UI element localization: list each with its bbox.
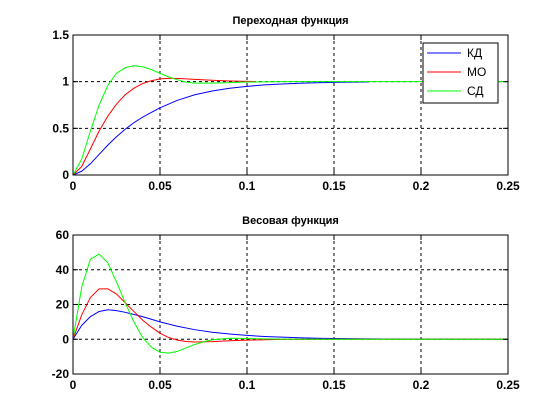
legend-label-2: МО xyxy=(467,65,486,79)
y-tick-label: 1 xyxy=(62,75,69,89)
series-line-1 xyxy=(72,81,369,176)
x-tick-label: 0.1 xyxy=(239,179,256,193)
y-tick-label: 0.5 xyxy=(52,121,69,135)
series-line-2 xyxy=(72,288,508,343)
series-line-1 xyxy=(72,309,509,340)
x-tick-label: 0.05 xyxy=(148,179,172,193)
legend: КД МО СД xyxy=(422,42,499,104)
series-line-2 xyxy=(72,77,256,176)
legend-box xyxy=(422,42,499,104)
x-tick-label: 0.1 xyxy=(239,378,256,392)
y-tick-label: 60 xyxy=(56,228,70,242)
series-line-3 xyxy=(72,253,508,354)
y-tick-label: 1.5 xyxy=(52,28,69,42)
y-tick-label: -20 xyxy=(52,367,70,381)
x-tick-label: 0.15 xyxy=(322,179,346,193)
y-tick-label: 40 xyxy=(56,263,70,277)
x-tick-label: 0.25 xyxy=(496,179,520,193)
y-tick-label: 0 xyxy=(62,332,69,346)
x-tick-label: 0.2 xyxy=(413,179,430,193)
chart-title: Переходная функция xyxy=(232,15,348,27)
chart-title: Весовая функция xyxy=(242,215,339,227)
y-tick-label: 0 xyxy=(62,168,69,182)
x-tick-label: 0.15 xyxy=(322,378,346,392)
chart-transient-response: 0 0.05 0.1 0.15 0.2 0.25 0 0.5 1 1.5 Переходная фу… xyxy=(52,15,520,193)
legend-label-3: СД xyxy=(467,84,484,98)
legend-label-1: КД xyxy=(467,46,482,60)
x-tick-label: 0.05 xyxy=(148,378,172,392)
axes-box xyxy=(72,34,509,176)
series-line-3 xyxy=(72,65,508,176)
x-tick-label: 0.2 xyxy=(413,378,430,392)
y-tick-label: 20 xyxy=(56,298,70,312)
x-tick-label: 0 xyxy=(70,179,77,193)
x-tick-label: 0 xyxy=(70,378,77,392)
x-tick-label: 0.25 xyxy=(496,378,520,392)
